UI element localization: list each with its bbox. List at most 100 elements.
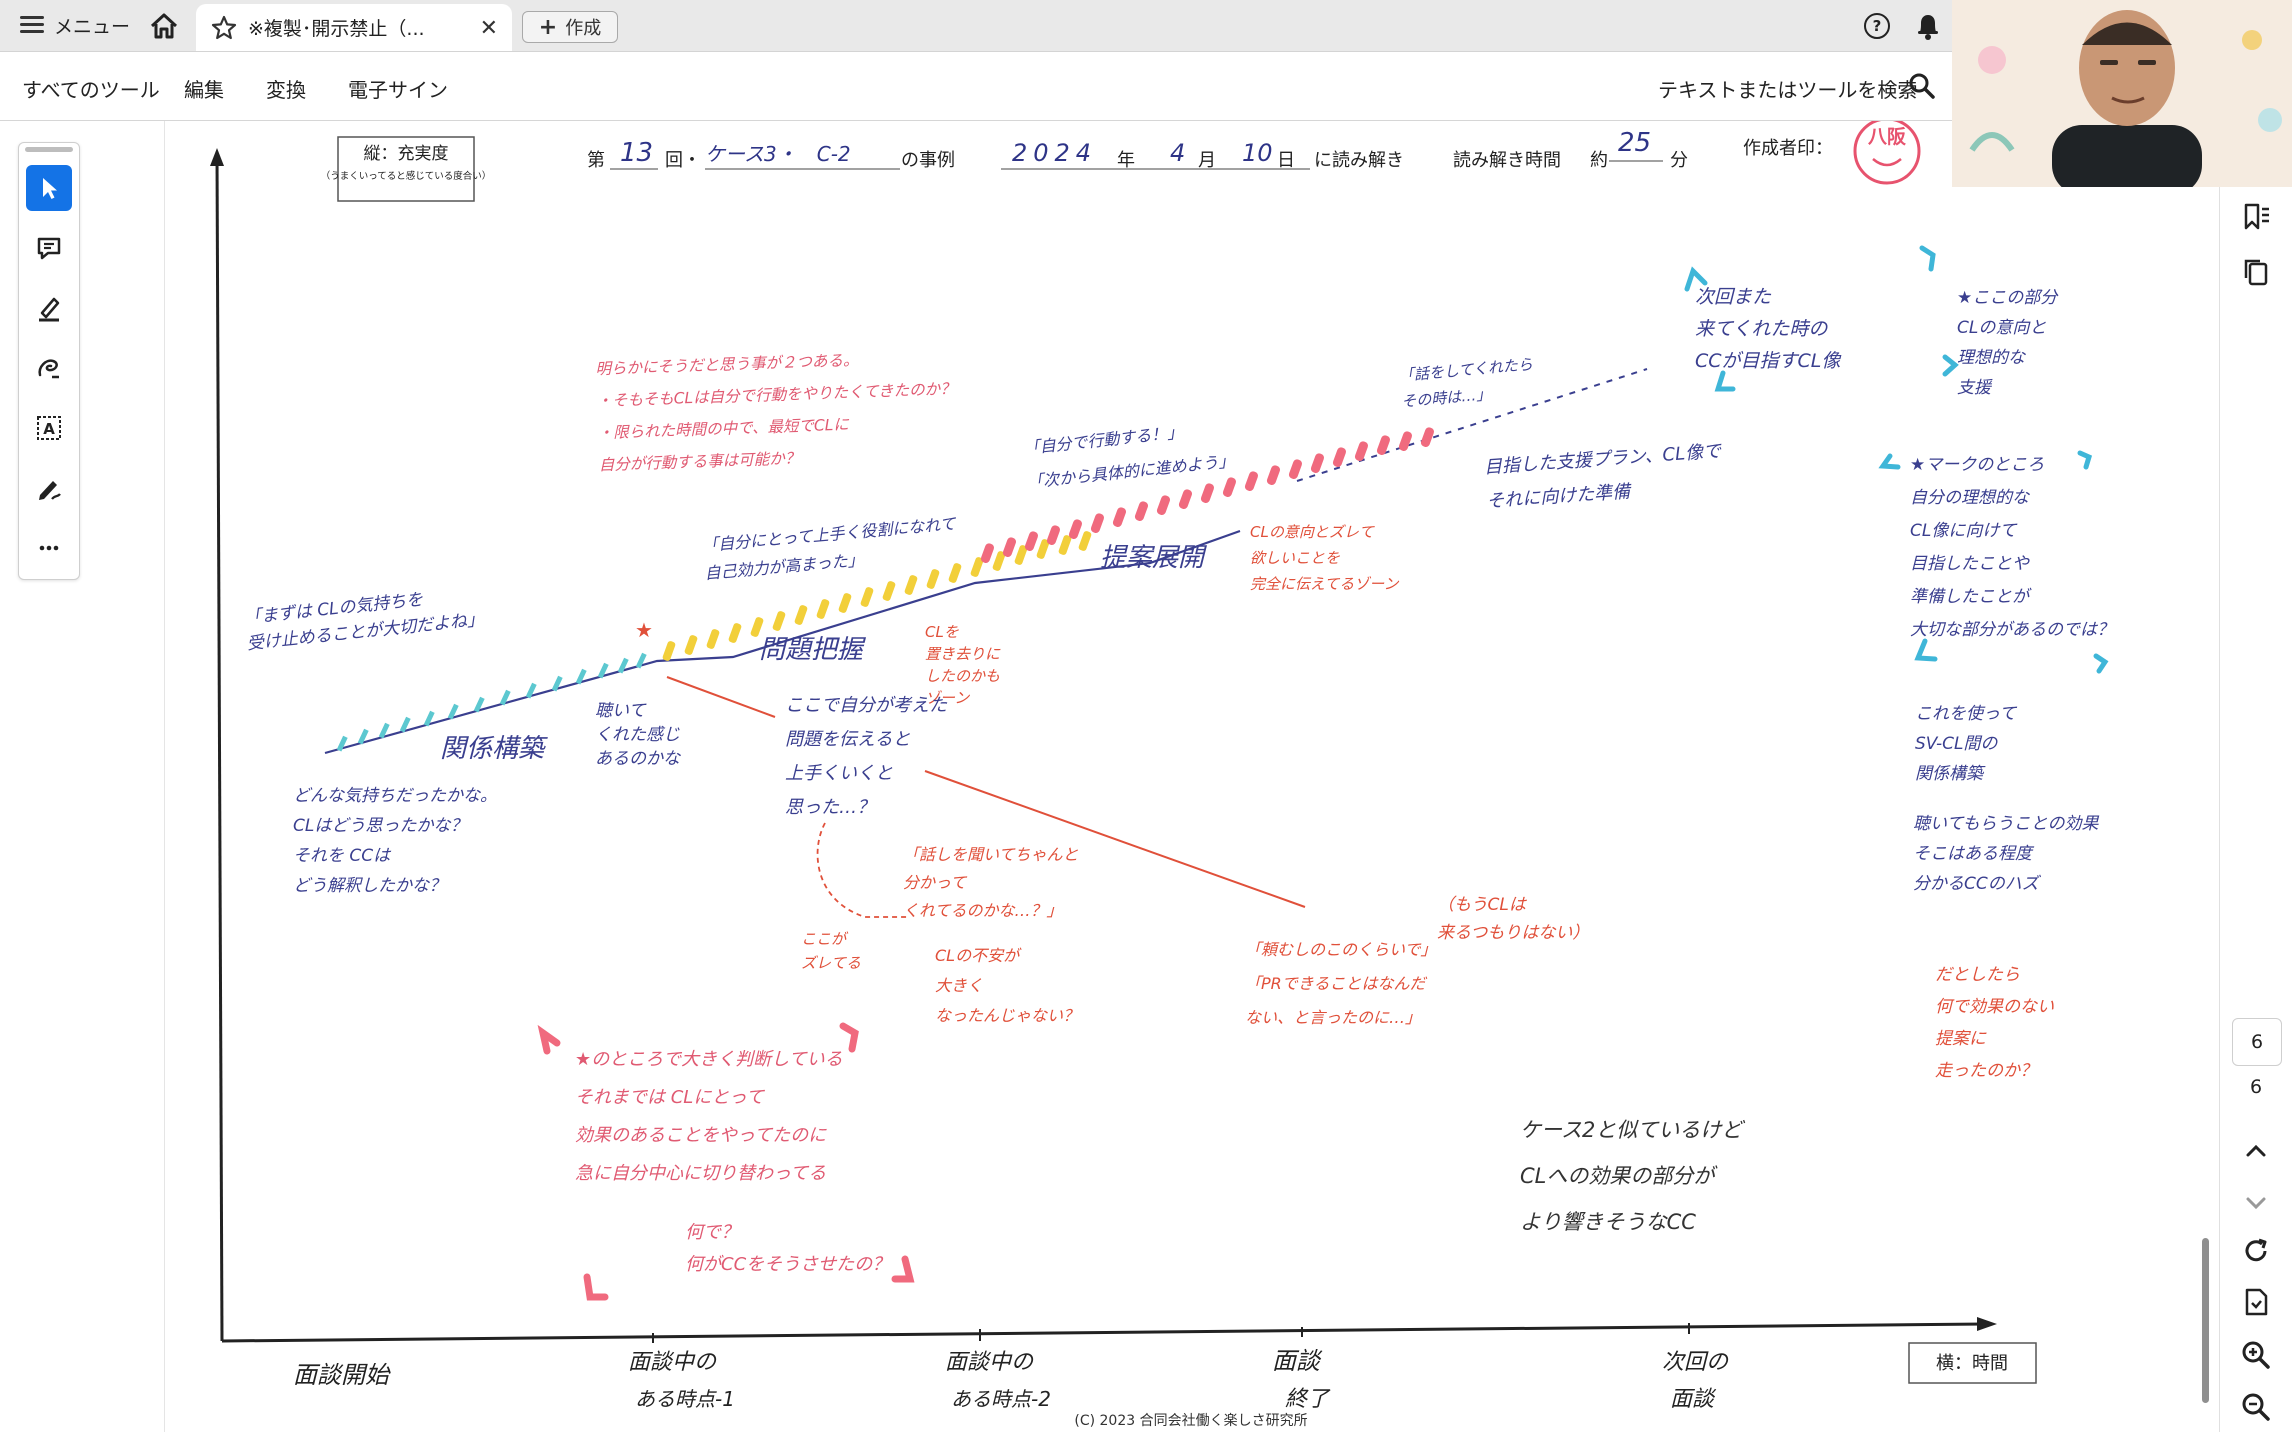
- worksheet-canvas: 縦：充実度 （うまくいってると感じている度合い） 第 13 回・ ケース3・ C…: [210, 121, 2109, 1429]
- menu-label: メニュー: [54, 15, 131, 38]
- comment-icon[interactable]: [26, 225, 72, 271]
- header-kai: 回・: [665, 150, 701, 171]
- session-number: 13: [620, 138, 653, 168]
- search-box[interactable]: テキストまたはツールを検索: [1658, 78, 1918, 102]
- bell-icon[interactable]: [1914, 11, 1942, 41]
- document-page: 縦：充実度 （うまくいってると感じている度合い） 第 13 回・ ケース3・ C…: [165, 121, 2218, 1432]
- approx-label: 約: [1590, 150, 1608, 171]
- more-icon[interactable]: [26, 525, 72, 571]
- horizontal-axis-box: [1908, 1342, 2037, 1384]
- note-problem-told: ここで自分が考えた 問題を伝えると 上手くいくと 思った…？: [785, 695, 947, 818]
- menu-button[interactable]: メニュー: [20, 10, 130, 40]
- read-suffix: に読み解き: [1314, 150, 1404, 171]
- note-next-cl-image: 次回また 来てくれた時の CCが目指すCL像: [1695, 286, 1841, 372]
- marker-yellow-segment: [662, 531, 1092, 661]
- search-icon[interactable]: [1908, 72, 1936, 100]
- stamp-text: 八阪: [1868, 125, 1907, 148]
- note-ideal-support: ★ここの部分 CLの意向と 理想的な 支援: [1957, 288, 2058, 398]
- phase-relationship: 関係構築: [440, 734, 548, 764]
- note-why-proposal: だとしたら 何で効果のない 提案に 走ったのか？: [1935, 965, 2054, 1081]
- note-similar-case: ケース2と似ているけど CLへの効果の部分が より響きそうなCC: [1520, 1118, 1743, 1234]
- note-sv-relation: これを使って SV-CL間の 関係構築: [1915, 704, 2017, 784]
- close-tab-icon[interactable]: ✕: [479, 16, 498, 41]
- note-two-points: 明らかにそうだと思う事が２つある。 ・そもそもCLは自分で行動をやりたくてきたの…: [595, 351, 956, 475]
- cyan-brackets: [1684, 245, 2109, 674]
- document-viewer[interactable]: 縦：充実度 （うまくいってると感じている度合い） 第 13 回・ ケース3・ C…: [165, 121, 2218, 1432]
- document-tab[interactable]: ※複製･開示禁止（... ✕: [196, 4, 512, 51]
- bookmark-icon[interactable]: [2240, 201, 2272, 233]
- menu-convert[interactable]: 変換: [266, 78, 306, 102]
- pink-brackets: [537, 1022, 915, 1301]
- sign-icon[interactable]: [26, 465, 72, 511]
- vertical-scrollbar[interactable]: [2202, 1238, 2209, 1403]
- note-left-behind: CLを 置き去りに したのかも ゾーン: [925, 623, 1001, 707]
- svg-text:次回の: 次回の: [1662, 1350, 1730, 1375]
- y-axis-arrow: [210, 148, 224, 166]
- menu-all-tools[interactable]: すべてのツール: [22, 78, 160, 102]
- help-icon[interactable]: ?: [1864, 13, 1890, 39]
- svg-text:A: A: [43, 420, 55, 438]
- case-suffix: の事例: [901, 150, 955, 171]
- x-axis-arrow: [1977, 1317, 1997, 1331]
- panel-grip[interactable]: [25, 147, 73, 152]
- vertical-axis-note: （うまくいってると感じている度合い）: [321, 170, 492, 182]
- x-tick-point1: 面談中の ある時点-1: [628, 1350, 735, 1411]
- menu-edit[interactable]: 編集: [184, 78, 224, 102]
- star-icon[interactable]: [210, 14, 238, 42]
- svg-text:ある時点-2: ある時点-2: [951, 1387, 1051, 1411]
- current-page-input[interactable]: 6: [2232, 1018, 2282, 1066]
- phase-problem: 問題把握: [759, 635, 867, 665]
- create-button[interactable]: + 作成: [522, 11, 618, 43]
- plus-icon: +: [538, 14, 558, 40]
- tab-bar: メニュー ※複製･開示禁止（... ✕ + 作成 ?: [0, 0, 2292, 52]
- read-minutes: 25: [1618, 128, 1651, 158]
- svg-text:終了: 終了: [1285, 1387, 1331, 1412]
- marker-teal-segment: [336, 652, 647, 752]
- hamburger-icon: [20, 16, 44, 34]
- marker-pink-segment: [980, 427, 1434, 563]
- future-dashed-line: [1296, 368, 1648, 482]
- create-label: 作成: [565, 18, 602, 39]
- note-listening-effect: 聴いてもらうことの効果 そこはある程度 分かるCCのハズ: [1913, 814, 2099, 894]
- save-icon[interactable]: [2240, 1286, 2272, 1318]
- zoom-out-icon[interactable]: [2240, 1391, 2272, 1423]
- day-label: 日: [1277, 150, 1295, 171]
- draw-freehand-icon[interactable]: [26, 345, 72, 391]
- year-value: 2024: [1012, 139, 1097, 167]
- x-tick-point2: 面談中の ある時点-2: [945, 1350, 1051, 1411]
- y-axis: [215, 154, 224, 1342]
- text-box-icon[interactable]: A: [26, 405, 72, 451]
- note-understood: 「話しを聞いてちゃんと 分かって くれてるのかな…？」: [903, 845, 1079, 920]
- chevron-up-icon[interactable]: [2240, 1135, 2272, 1167]
- menu-e-sign[interactable]: 電子サイン: [348, 78, 448, 102]
- note-pr-comment: 「頼むしのこのくらいで」 「PRできることはなんだ ない、と言ったのに…」: [1245, 940, 1437, 1027]
- svg-text:面談中の: 面談中の: [628, 1350, 718, 1375]
- rotate-icon[interactable]: [2240, 1235, 2272, 1267]
- tab-title: ※複製･開示禁止（...: [248, 18, 425, 40]
- zoom-in-icon[interactable]: [2240, 1339, 2272, 1371]
- note-star-marks: ★マークのところ 自分の理想的な CL像に向けて 目指したことや 準備したことが…: [1910, 455, 2114, 640]
- year-label: 年: [1117, 150, 1135, 171]
- copyright: (C) 2023 合同会社働く楽しさ研究所: [1074, 1413, 1307, 1429]
- tool-menu-bar: すべてのツール 編集 変換 電子サイン テキストまたはツールを検索: [0, 52, 2292, 121]
- phase-proposal: 提案展開: [1100, 543, 1207, 573]
- x-axis: [221, 1322, 1986, 1343]
- right-rail: [2219, 121, 2292, 1432]
- note-heard-zone: 聴いて くれた感じ あるのかな: [595, 701, 680, 769]
- home-icon[interactable]: [148, 11, 180, 41]
- read-time-label: 読み解き時間: [1453, 150, 1561, 171]
- note-anxiety: CLの不安が 大きく なったんじゃない？: [935, 946, 1080, 1025]
- select-cursor-icon[interactable]: [26, 165, 72, 211]
- x-tick-start: 面談開始: [293, 1361, 391, 1389]
- quick-tools-panel: A: [18, 142, 80, 580]
- chevron-down-icon[interactable]: [2240, 1187, 2272, 1219]
- note-big-switch: ★のところで大きく判断している それまでは CLにとって 効果のあることをやって…: [575, 1049, 843, 1184]
- note-cl-feeling: どんな気持ちだったかな。 CLはどう思ったかな？ それを CCは どう解釈したか…: [293, 786, 497, 896]
- minutes-label: 分: [1670, 150, 1688, 171]
- svg-text:面談: 面談: [1670, 1387, 1717, 1412]
- horizontal-axis-label: 横：時間: [1936, 1353, 2008, 1374]
- highlight-pen-icon[interactable]: [26, 285, 72, 331]
- vertical-axis-label: 縦：充実度: [364, 144, 449, 164]
- x-tick-end: 面談 終了: [1272, 1347, 1331, 1412]
- copy-pages-icon[interactable]: [2240, 256, 2272, 288]
